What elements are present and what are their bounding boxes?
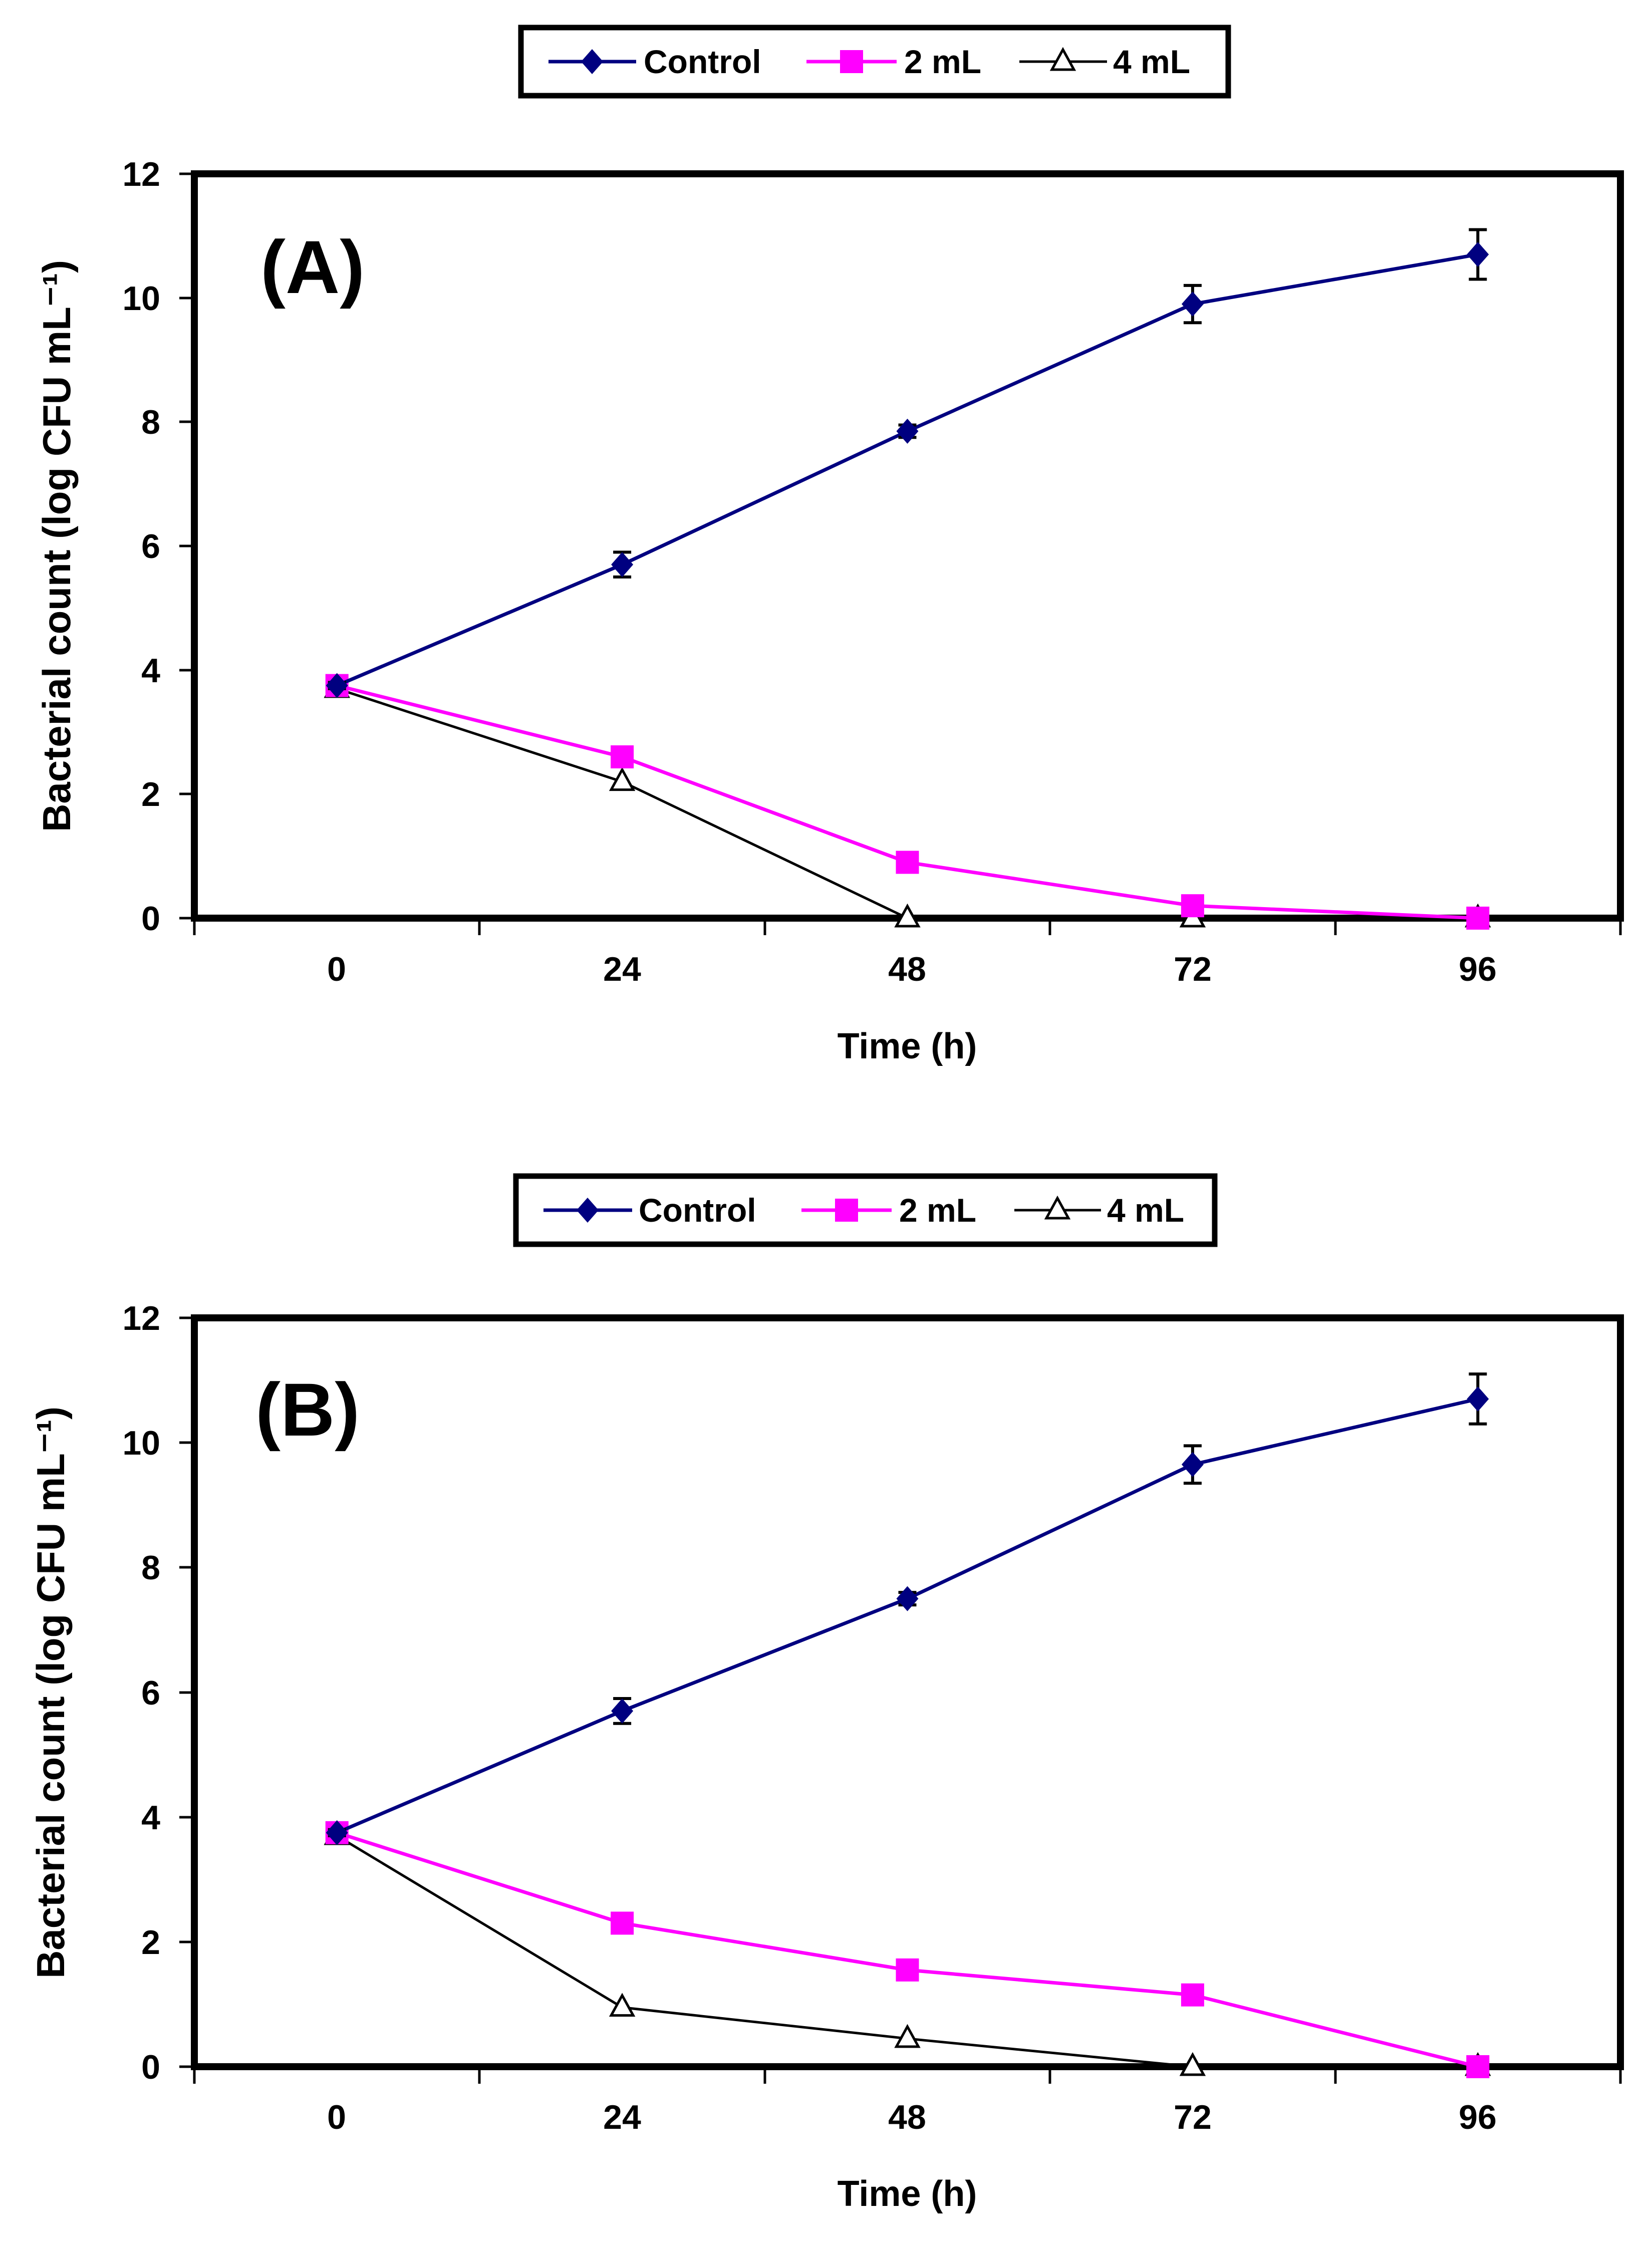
x-tick-labels-b: 0 24 48 72 96: [327, 2098, 1497, 2136]
data-point-4-ml: [1179, 2052, 1206, 2076]
y-tick-label: 8: [141, 403, 160, 441]
y-tick-label: 2: [141, 775, 160, 813]
panel-label-a: (A): [260, 225, 365, 309]
legend-b: Control 2 mL 4 mL: [513, 1173, 1218, 1247]
y-ticks-b: [179, 1316, 194, 2068]
x-axis-label-b: Time (h): [838, 2174, 977, 2214]
y-tick-labels-a: 0 2 4 6 8 10 12: [122, 155, 160, 938]
legend-frame: [518, 25, 1231, 99]
data-point-2-ml: [611, 1911, 634, 1935]
data-point-2-ml: [1466, 907, 1490, 930]
y-tick-label: 6: [141, 527, 160, 566]
x-ticks-b: [193, 2067, 1622, 2084]
x-tick-labels-a: 0 24 48 72 96: [327, 950, 1497, 988]
data-point-control: [1181, 1452, 1204, 1477]
x-tick-label: 24: [603, 2098, 641, 2136]
x-tick-label: 72: [1174, 950, 1212, 988]
series-line-2-ml: [336, 684, 1478, 920]
data-point-2-ml: [896, 851, 919, 874]
legend-label-2ml: 2 mL: [899, 1192, 976, 1229]
data-point-control: [611, 552, 634, 578]
legend-a: Control 2 mL 4 mL: [518, 25, 1231, 99]
data-point-control: [326, 1820, 348, 1845]
x-ticks-a: [193, 918, 1622, 935]
legend-marker-2ml: [835, 1199, 858, 1222]
x-tick-label: 96: [1459, 2098, 1497, 2136]
data-point-control: [611, 1698, 634, 1724]
y-tick-label: 4: [141, 1799, 160, 1837]
x-tick-label: 0: [327, 2098, 346, 2136]
legend-marker-4ml: [1049, 47, 1076, 71]
plot-area-a: [324, 228, 1491, 930]
panel-b: Control 2 mL 4 mL (B) 0 2 4 6 8 10 12: [29, 1173, 1624, 2214]
series-line-control: [336, 252, 1478, 687]
data-point-control: [896, 418, 919, 444]
legend-label-2ml: 2 mL: [904, 43, 981, 80]
legend-marker-control: [581, 49, 603, 74]
legend-label-4ml: 4 mL: [1107, 1192, 1184, 1229]
y-tick-label: 6: [141, 1674, 160, 1712]
data-point-2-ml: [896, 1958, 919, 1982]
legend-label-control: Control: [644, 43, 761, 80]
panel-a: Control 2 mL 4 mL (A) 0 2 4 6 8 10 12: [35, 25, 1624, 1066]
plot-frame-a: [191, 170, 1624, 922]
data-point-2-ml: [1181, 1983, 1204, 2007]
data-point-4-ml: [609, 1993, 636, 2017]
data-point-4-ml: [894, 2024, 921, 2048]
y-tick-label: 4: [141, 652, 160, 690]
legend-label-4ml: 4 mL: [1113, 43, 1190, 80]
panel-label-b: (B): [255, 1367, 360, 1452]
data-point-2-ml: [1181, 894, 1204, 918]
y-tick-labels-b: 0 2 4 6 8 10 12: [122, 1299, 160, 2086]
x-tick-label: 24: [603, 950, 641, 988]
legend-label-control: Control: [639, 1192, 756, 1229]
y-axis-label-a: Bacterial count (log CFU mL⁻¹): [35, 260, 79, 832]
x-tick-label: 48: [888, 950, 926, 988]
y-tick-label: 12: [122, 155, 160, 193]
plot-frame-b: [191, 1314, 1624, 2070]
legend-marker-4ml: [1044, 1195, 1071, 1220]
data-point-control: [1467, 1386, 1489, 1412]
y-tick-label: 10: [122, 1424, 160, 1462]
data-point-control: [1181, 292, 1204, 317]
x-tick-label: 72: [1174, 2098, 1212, 2136]
y-axis-label-b: Bacterial count (log CFU mL⁻¹): [29, 1407, 73, 1979]
y-tick-label: 0: [141, 900, 160, 938]
x-tick-label: 48: [888, 2098, 926, 2136]
legend-marker-2ml: [840, 50, 863, 73]
x-tick-label: 0: [327, 950, 346, 988]
y-ticks-a: [179, 172, 194, 920]
y-tick-label: 0: [141, 2048, 160, 2086]
x-axis-label-a: Time (h): [838, 1026, 977, 1066]
data-point-4-ml: [609, 767, 636, 791]
series-line-4-ml: [336, 687, 1478, 920]
plot-area-b: [324, 1372, 1491, 2078]
data-point-4-ml: [894, 903, 921, 928]
data-point-2-ml: [1466, 2055, 1490, 2078]
y-tick-label: 8: [141, 1549, 160, 1587]
y-tick-label: 10: [122, 279, 160, 318]
x-tick-label: 96: [1459, 950, 1497, 988]
y-tick-label: 2: [141, 1923, 160, 1962]
data-point-control: [326, 673, 348, 698]
data-point-control: [896, 1586, 919, 1611]
y-tick-label: 12: [122, 1299, 160, 1337]
data-point-2-ml: [611, 745, 634, 769]
legend-marker-control: [577, 1198, 599, 1223]
data-point-control: [1467, 241, 1489, 267]
series-line-control: [336, 1397, 1479, 1835]
